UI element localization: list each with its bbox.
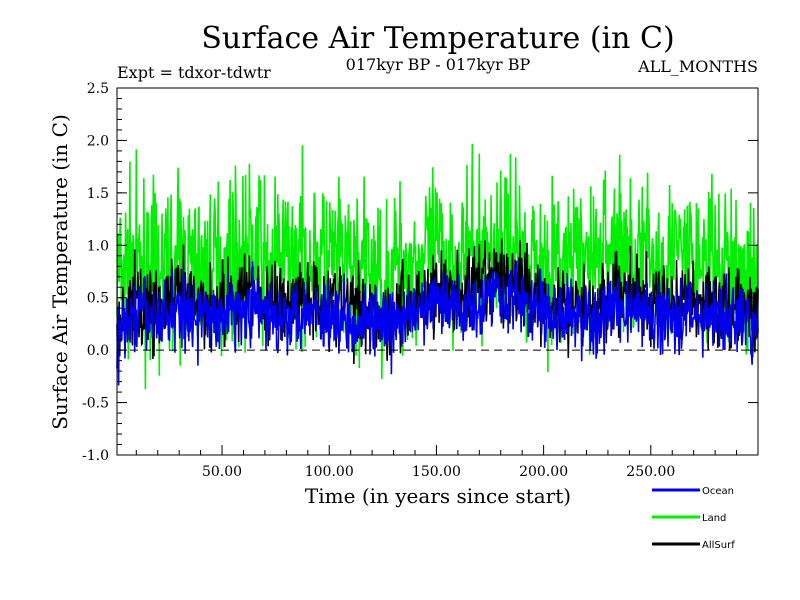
legend-label-allsurf: AllSurf xyxy=(702,540,735,551)
series-layer xyxy=(116,143,759,390)
x-tick-label: 250.00 xyxy=(626,464,675,480)
y-tick-label: 2.0 xyxy=(87,133,109,149)
period-label: 017kyr BP - 017kyr BP xyxy=(346,55,531,74)
legend-label-ocean: Ocean xyxy=(702,486,734,497)
x-axis-label: Time (in years since start) xyxy=(305,484,571,508)
y-tick-label: -0.5 xyxy=(82,396,109,412)
months-label: ALL_MONTHS xyxy=(637,57,758,76)
y-tick-label: -1.0 xyxy=(82,448,109,464)
y-tick-label: 0.5 xyxy=(87,291,109,307)
experiment-label: Expt = tdxor-tdwtr xyxy=(117,63,271,82)
chart-title: Surface Air Temperature (in C) xyxy=(201,21,674,56)
y-axis-label: Surface Air Temperature (in C) xyxy=(48,114,72,430)
x-tick-label: 150.00 xyxy=(412,464,461,480)
x-tick-label: 100.00 xyxy=(305,464,354,480)
series-line-ocean xyxy=(116,260,759,386)
x-tick-label: 50.00 xyxy=(202,464,242,480)
y-tick-label: 2.5 xyxy=(87,81,109,97)
legend: Ocean Land AllSurf xyxy=(652,486,735,551)
y-tick-label: 1.5 xyxy=(87,186,109,202)
x-tick-label: 200.00 xyxy=(519,464,568,480)
plot-frame xyxy=(116,87,759,456)
ticks-layer: 50.00 100.00 150.00 200.00 250.00 -1.0 -0.5 0.0… xyxy=(82,81,758,480)
legend-label-land: Land xyxy=(702,513,726,524)
y-tick-label: 1.0 xyxy=(87,238,109,254)
y-tick-label: 0.0 xyxy=(87,343,109,359)
